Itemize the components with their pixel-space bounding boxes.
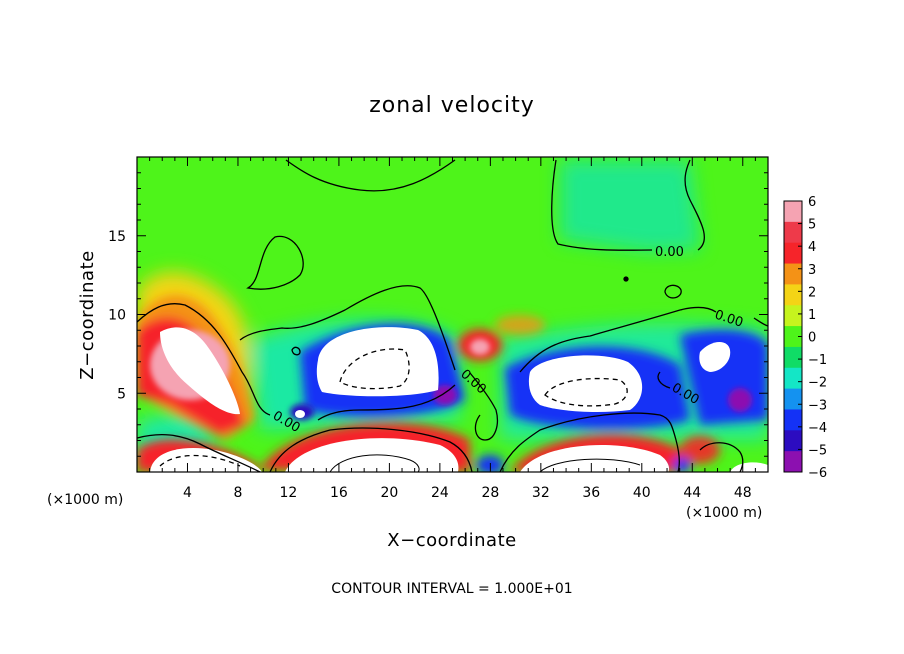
colorbar-label: −3: [808, 398, 827, 413]
x-tick-label: 28: [481, 485, 499, 501]
y-tick-label: 15: [108, 229, 126, 245]
field-offscale-negative-right: [529, 355, 642, 412]
colorbar-swatch: [784, 409, 802, 430]
colorbar-label: −5: [808, 443, 827, 458]
colorbar-label: −2: [808, 376, 827, 391]
x-tick-label: 4: [183, 485, 192, 501]
x-tick-label: 44: [683, 485, 701, 501]
colorbar-swatch: [784, 368, 802, 389]
x-tick-label: 20: [380, 485, 398, 501]
colorbar-swatch: [784, 264, 802, 285]
colorbar-swatch: [784, 222, 802, 243]
colorbar-label: 4: [808, 240, 816, 255]
x-unit-label-left: (×1000 m): [47, 492, 123, 508]
colorbar-label: 3: [808, 263, 816, 278]
x-tick-label: 24: [431, 485, 449, 501]
field-purple-right: [728, 388, 752, 412]
field-blue-tiny: [673, 457, 691, 473]
field-pink-center: [470, 339, 490, 355]
x-tick-label: 8: [233, 485, 242, 501]
colorbar-label: −6: [808, 466, 827, 481]
contour-interval-note: CONTOUR INTERVAL = 1.000E+01: [331, 581, 572, 597]
chart-title: zonal velocity: [369, 93, 535, 118]
x-tick-label: 12: [280, 485, 298, 501]
colorbar-label: −1: [808, 353, 827, 368]
y-axis-title: Z−coordinate: [77, 250, 98, 379]
x-tick-label: 36: [582, 485, 600, 501]
colorbar-swatch: [784, 347, 802, 368]
x-unit-label-right: (×1000 m): [686, 505, 762, 521]
colorbar-swatch: [784, 451, 802, 472]
colorbar-swatch: [784, 201, 802, 222]
contour-dot: [624, 277, 628, 281]
colorbar-label: 1: [808, 308, 816, 323]
colorbar-swatch: [784, 389, 802, 410]
field-offscale-small: [295, 410, 305, 418]
colorbar-label: 0: [808, 331, 816, 346]
colorbar-label: −4: [808, 421, 827, 436]
colorbar-label: 6: [808, 195, 816, 210]
field-cyan-aloft: [560, 160, 700, 252]
colorbar-label: 2: [808, 285, 816, 300]
x-axis-title: X−coordinate: [387, 530, 516, 551]
x-tick-label: 40: [633, 485, 651, 501]
contour-label-1: 0.00: [655, 245, 684, 260]
colorbar-label: 5: [808, 218, 816, 233]
x-tick-label: 48: [734, 485, 752, 501]
y-tick-label: 10: [108, 308, 126, 324]
x-tick-label: 16: [330, 485, 348, 501]
colorbar-swatch: [784, 284, 802, 305]
y-tick-label: 5: [117, 386, 126, 402]
colorbar: 6 5 4 3 2 1 0 −1 −2 −3 −4 −5 −6: [784, 195, 827, 481]
field-orange-center: [495, 315, 545, 335]
x-tick-label: 32: [532, 485, 550, 501]
colorbar-swatch: [784, 305, 802, 326]
colorbar-swatch: [784, 430, 802, 451]
heatmap-field: [137, 157, 768, 475]
